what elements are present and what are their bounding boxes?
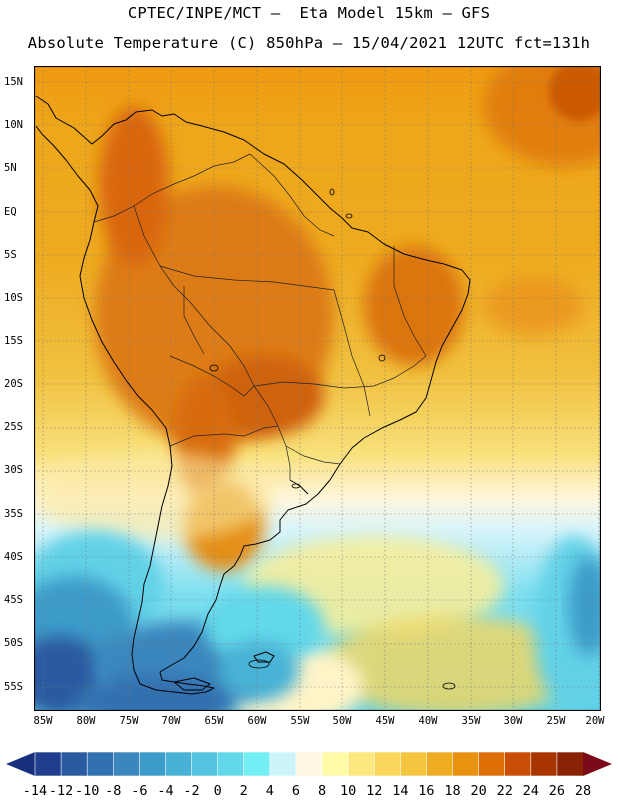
colorbar-cell xyxy=(112,751,141,777)
lon-label: 70W xyxy=(161,715,181,727)
lat-label: 5N xyxy=(4,162,17,174)
colorbar-cell xyxy=(217,751,245,777)
colorbar-cell xyxy=(347,751,376,777)
falkland-islands xyxy=(253,651,275,663)
colorbar-tick-label: 20 xyxy=(470,783,487,799)
colorbar-tick-label: -10 xyxy=(74,783,100,799)
colorbar-tick-label: 18 xyxy=(444,783,461,799)
map-title-line2: Absolute Temperature (C) 850hPa – 15/04/… xyxy=(27,34,591,52)
lat-label: 15N xyxy=(4,76,23,88)
colorbar-tick-label: 26 xyxy=(548,783,566,799)
colorbar-tick-label: -2 xyxy=(183,783,200,799)
tierra-del-fuego xyxy=(173,677,211,691)
lat-label: 40S xyxy=(4,551,23,563)
temperature-map xyxy=(34,66,601,711)
lon-label: 40W xyxy=(418,715,438,727)
colorbar-cell xyxy=(452,751,480,777)
colorbar-tick-label: 4 xyxy=(265,783,274,799)
lat-label: 10S xyxy=(4,292,23,304)
lat-label: 10N xyxy=(4,119,23,131)
colorbar-cell xyxy=(400,751,428,777)
colorbar-tick-label: -14 xyxy=(22,783,48,799)
colorbar-cell xyxy=(34,751,62,777)
colorbar-cell xyxy=(165,751,193,777)
lat-label: 45S xyxy=(4,594,23,606)
colorbar-tick-label: 0 xyxy=(213,783,222,799)
colorbar-cell xyxy=(86,751,115,777)
lon-label: 85W xyxy=(33,715,53,727)
colorbar xyxy=(6,751,612,777)
colorbar-cell xyxy=(295,751,323,777)
colorbar-cell xyxy=(504,751,532,777)
lon-label: 30W xyxy=(503,715,523,727)
lon-label: 50W xyxy=(332,715,352,727)
map-title-line1: CPTEC/INPE/MCT – Eta Model 15km – GFS xyxy=(127,4,491,22)
lon-label: 65W xyxy=(204,715,224,727)
colorbar-cell xyxy=(426,751,454,777)
colorbar-cell xyxy=(556,751,584,777)
lon-label: 75W xyxy=(119,715,139,727)
colorbar-tick-label: 6 xyxy=(291,783,300,799)
colorbar-tick-label: 14 xyxy=(392,783,409,799)
colorbar-tick-label: 22 xyxy=(496,783,513,799)
colorbar-tick-label: 10 xyxy=(340,783,357,799)
colorbar-tick-label: -6 xyxy=(131,783,148,799)
lon-label: 80W xyxy=(76,715,96,727)
colorbar-over-arrow xyxy=(583,752,612,776)
colorbar-tick-label: 28 xyxy=(574,783,592,799)
colorbar-tick-label: -8 xyxy=(105,783,122,799)
lat-label: 50S xyxy=(4,637,23,649)
colorbar-cell xyxy=(139,751,167,777)
lat-label: EQ xyxy=(4,206,17,218)
lat-label: 30S xyxy=(4,464,23,476)
lon-label: 20W xyxy=(585,715,605,727)
lon-label: 55W xyxy=(290,715,310,727)
islands xyxy=(209,188,456,690)
lon-label: 60W xyxy=(247,715,267,727)
coastlines xyxy=(35,95,471,695)
lat-label: 20S xyxy=(4,378,23,390)
colorbar-tick-label: 2 xyxy=(239,783,248,799)
colorbar-cell xyxy=(321,751,349,777)
lat-label: 25S xyxy=(4,421,23,433)
lat-label: 35S xyxy=(4,508,23,520)
lon-label: 25W xyxy=(546,715,566,727)
country-borders xyxy=(93,153,427,480)
lat-label: 5S xyxy=(4,249,17,261)
colorbar-tick-label: 16 xyxy=(418,783,435,799)
colorbar-tick-label: 12 xyxy=(366,783,383,799)
lat-label: 55S xyxy=(4,681,23,693)
colorbar-cell xyxy=(530,751,558,777)
south-america-coast xyxy=(35,95,471,695)
colorbar-cell xyxy=(269,751,297,777)
colorbar-cell xyxy=(478,751,506,777)
colorbar-under-arrow xyxy=(6,752,35,776)
colorbar-cell xyxy=(243,751,271,777)
colorbar-tick-label: 8 xyxy=(317,783,327,799)
colorbar-cell xyxy=(191,751,219,777)
colorbar-tick-label: 24 xyxy=(522,783,539,799)
lon-label: 35W xyxy=(461,715,481,727)
colorbar-cells xyxy=(34,751,584,777)
lat-lon-grid xyxy=(34,66,601,711)
colorbar-cell xyxy=(373,751,402,777)
lon-label: 45W xyxy=(375,715,395,727)
lat-label: 15S xyxy=(4,335,23,347)
colorbar-cell xyxy=(60,751,88,777)
colorbar-tick-label: -12 xyxy=(48,783,74,799)
colorbar-tick-label: -4 xyxy=(157,783,174,799)
